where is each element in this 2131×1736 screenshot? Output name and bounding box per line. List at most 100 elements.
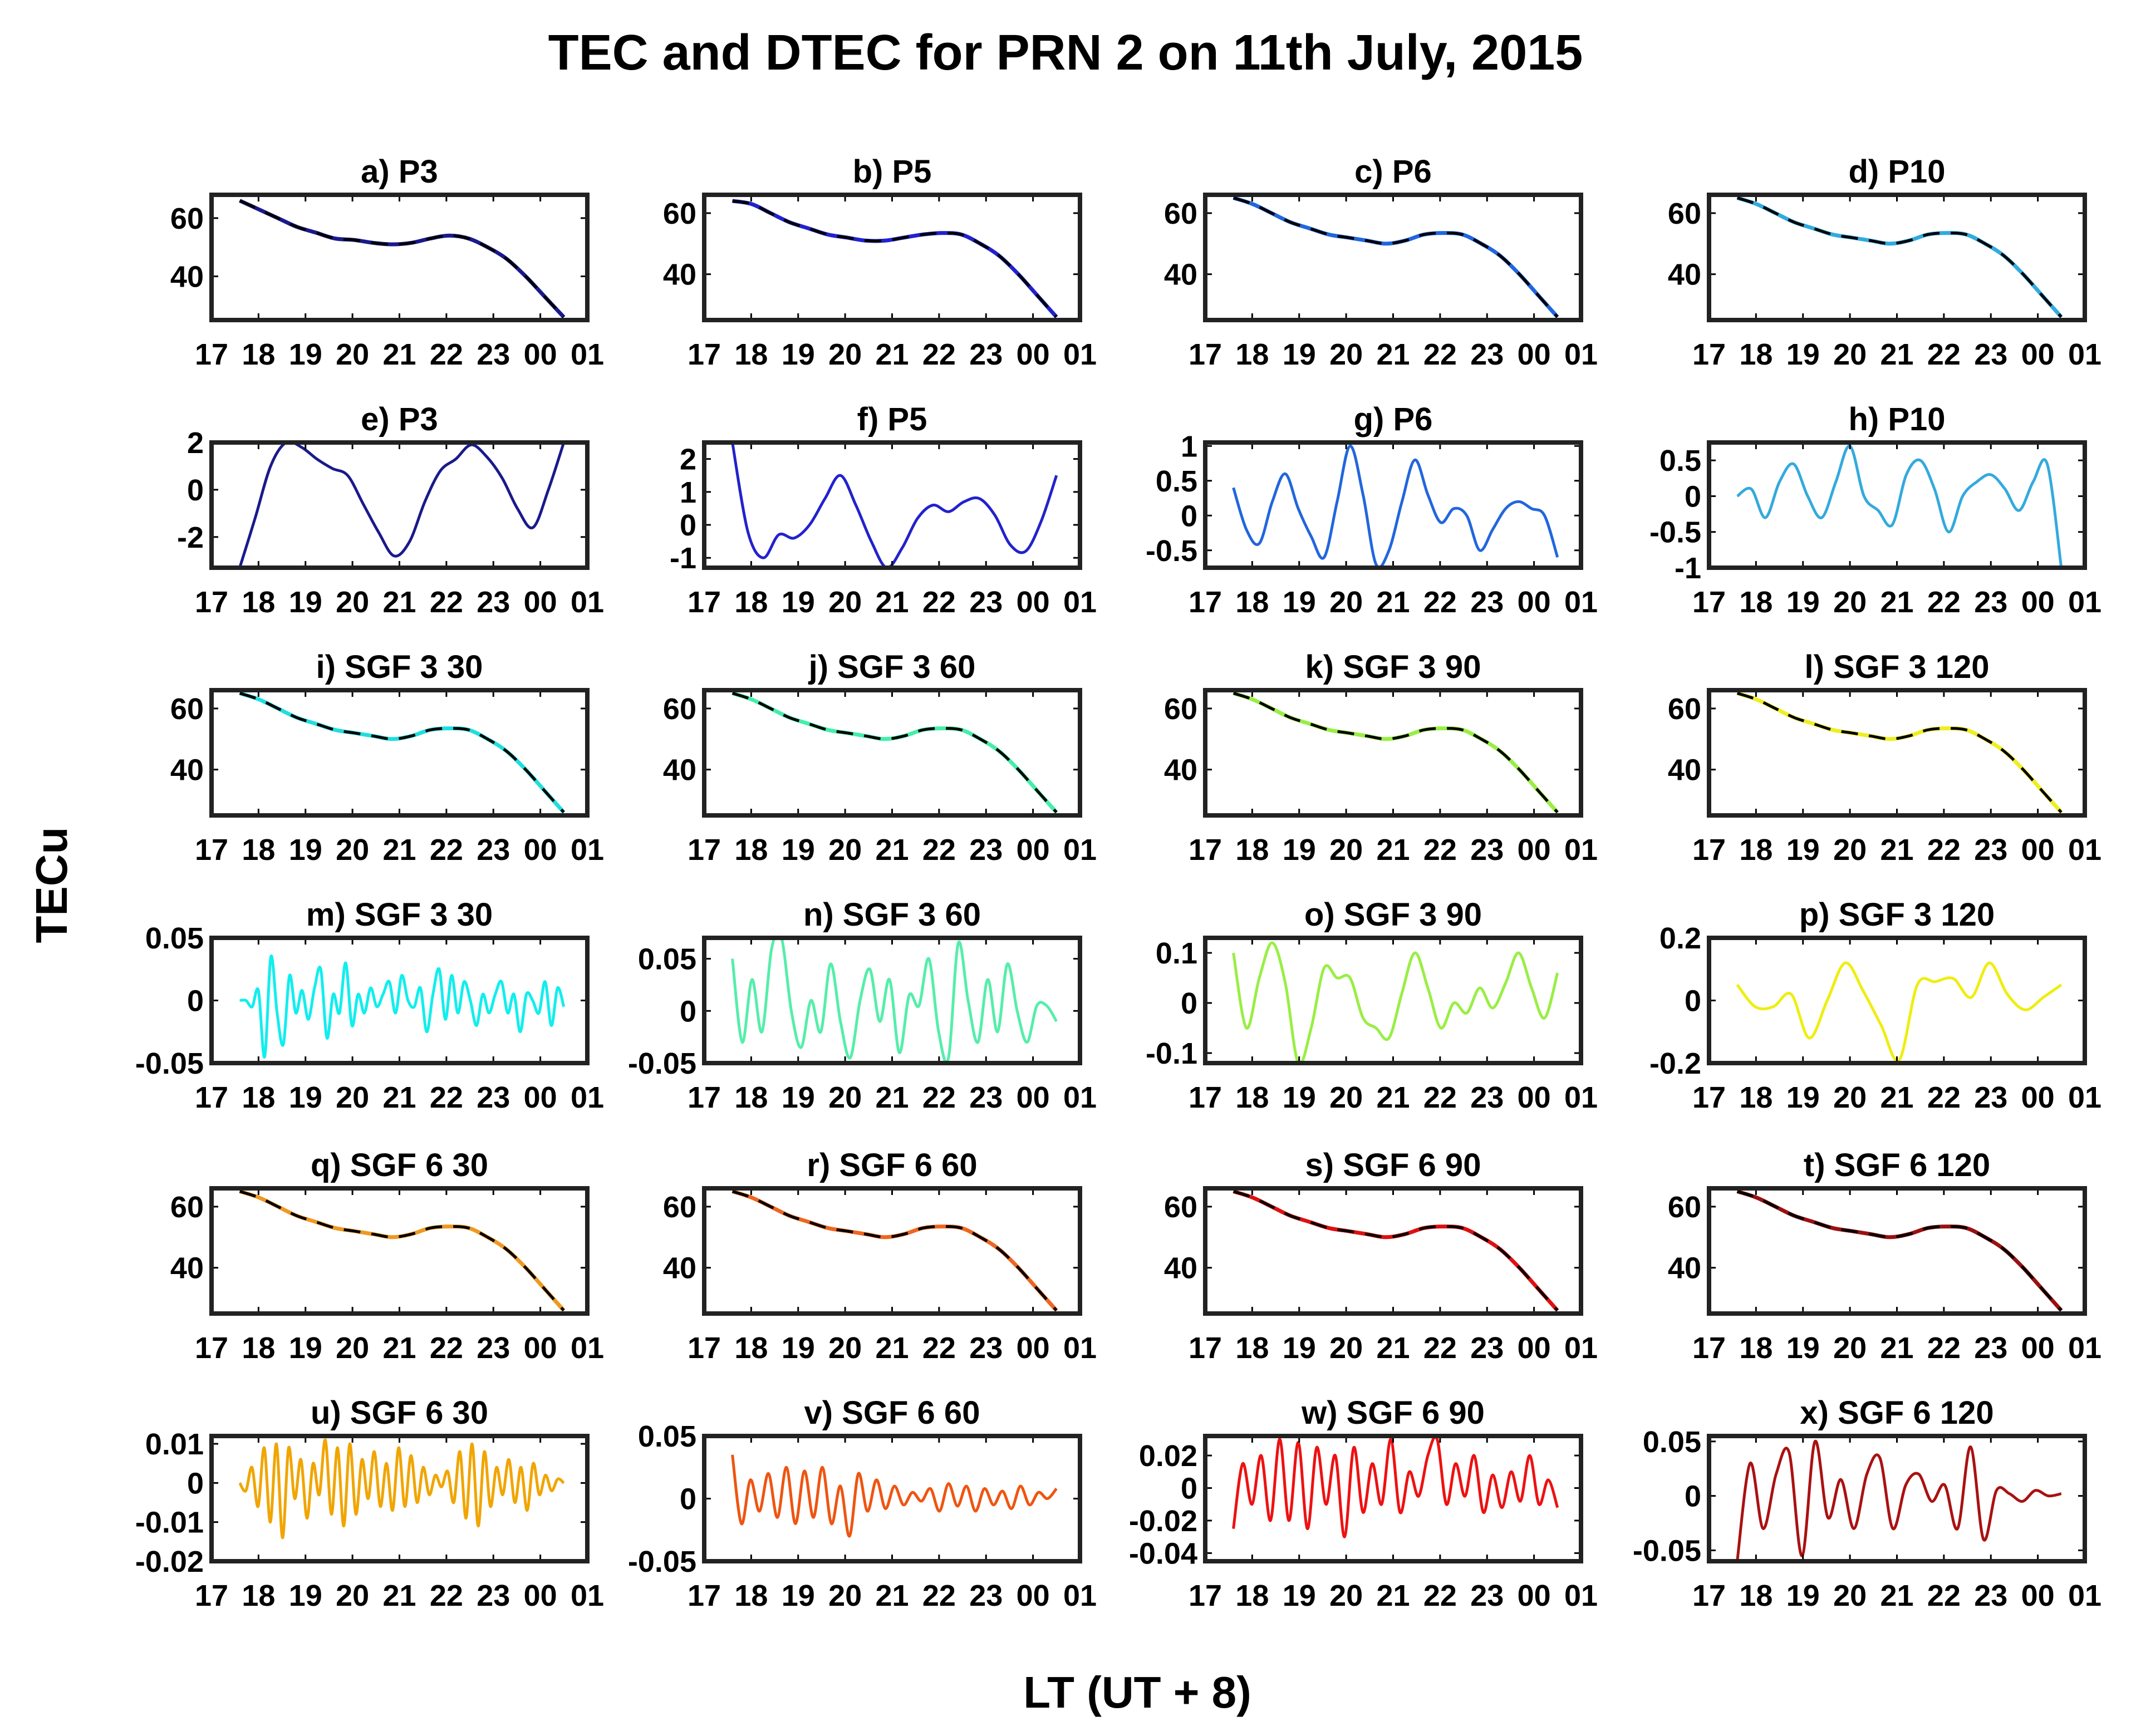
subplot-h-x-tick-label: 21 [1880, 586, 1913, 619]
subplot-d-x-tick-label: 20 [1833, 338, 1867, 371]
subplot-k-x-tick-label: 00 [1518, 833, 1551, 867]
subplot-e-x-tick-label: 23 [477, 586, 510, 619]
subplot-h-y-tick-label: -1 [1675, 552, 1701, 585]
subplot-w-y-tick-label: 0.02 [1139, 1439, 1197, 1473]
subplot-n-x-tick-label: 17 [688, 1081, 721, 1114]
subplot-g-x-tick-label: 21 [1376, 586, 1410, 619]
subplot-a-x-tick-label: 23 [477, 338, 510, 371]
subplot-s-x-tick-label: 19 [1283, 1331, 1316, 1365]
subplot-b-y-tick-label: 60 [663, 197, 696, 230]
subplot-f-y-tick-label: -1 [670, 542, 696, 575]
subplot-i-x-tick-label: 18 [242, 833, 275, 867]
subplot-q-axes-box [209, 1186, 590, 1316]
subplot-q: q) SGF 6 30 40 60 17 18 19 20 21 22 23 00 01 [170, 1147, 604, 1365]
subplot-v-y-tick-label: -0.05 [628, 1545, 696, 1578]
subplot-s-x-tick-label: 00 [1518, 1331, 1551, 1365]
subplot-o-x-tick-label: 19 [1283, 1081, 1316, 1114]
subplot-a-y-tick-label: 40 [170, 260, 204, 294]
subplot-o-y-tick-label: 0 [1181, 987, 1197, 1020]
subplot-j-title: j) SGF 3 60 [808, 649, 976, 685]
subplot-p-y-tick-label: -0.2 [1649, 1047, 1701, 1080]
subplot-g-x-tick-label: 22 [1423, 586, 1457, 619]
subplot-h-axes-box [1707, 440, 2087, 570]
subplot-j-x-tick-label: 18 [734, 833, 768, 867]
subplot-a-x-tick-label: 01 [571, 338, 604, 371]
subplot-l-x-tick-label: 19 [1786, 833, 1820, 867]
subplot-l-x-tick-label: 18 [1739, 833, 1772, 867]
subplot-t-axes-box [1707, 1186, 2087, 1316]
subplot-m-x-tick-label: 00 [524, 1081, 557, 1114]
subplot-v-x-tick-label: 21 [875, 1579, 909, 1612]
subplot-x-x-tick-label: 17 [1692, 1579, 1726, 1612]
subplot-c-x-tick-label: 23 [1470, 338, 1504, 371]
subplot-m-y-tick-label: 0 [187, 985, 204, 1018]
subplot-l-x-tick-label: 00 [2021, 833, 2055, 867]
subplot-f-y-tick-label: 0 [680, 509, 696, 542]
subplot-v-series-line [731, 1454, 1058, 1538]
subplot-q-x-tick-label: 19 [289, 1331, 322, 1365]
subplot-w-x-tick-label: 18 [1235, 1579, 1269, 1612]
subplot-f-x-tick-label: 22 [922, 586, 956, 619]
subplot-v-title: v) SGF 6 60 [804, 1395, 980, 1431]
subplot-q-x-tick-label: 17 [195, 1331, 228, 1365]
subplot-u-x-tick-label: 17 [195, 1579, 228, 1612]
subplot-d-title: d) P10 [1848, 154, 1945, 190]
subplot-n-title: n) SGF 3 60 [803, 897, 981, 933]
subplot-w-series-line [1232, 1436, 1559, 1538]
subplot-c-x-tick-label: 17 [1189, 338, 1222, 371]
subplot-l: l) SGF 3 120 40 60 17 18 19 20 21 22 23 00 01 [1668, 649, 2101, 867]
subplot-u-x-tick-label: 22 [430, 1579, 463, 1612]
subplot-a-x-tick-label: 22 [430, 338, 463, 371]
subplot-p-x-tick-label: 01 [2068, 1081, 2101, 1114]
subplot-s-reference-dashed-line [1233, 1190, 1559, 1312]
subplot-x-series-line [1736, 1440, 2062, 1561]
subplot-d-x-tick-label: 19 [1786, 338, 1820, 371]
subplot-g-x-tick-label: 01 [1564, 586, 1598, 619]
subplot-c-y-tick-label: 60 [1164, 197, 1197, 230]
figure-x-axis-label: LT (UT + 8) [1023, 1668, 1251, 1717]
subplot-k-series-line [1233, 691, 1559, 814]
subplot-e-y-tick-label: 0 [187, 474, 204, 507]
subplot-x: x) SGF 6 120 -0.05 0 0.05 17 18 19 20 21 22 23 00 01 [1633, 1395, 2101, 1612]
subplot-g-axes-box [1203, 440, 1583, 570]
subplot-v-x-tick-label: 00 [1017, 1579, 1050, 1612]
subplot-k-reference-dashed-line [1233, 692, 1559, 814]
subplot-x-y-tick-label: 0 [1685, 1480, 1701, 1513]
subplot-x-x-tick-label: 19 [1786, 1579, 1820, 1612]
subplot-u-x-tick-label: 19 [289, 1579, 322, 1612]
subplot-s-x-tick-label: 18 [1235, 1331, 1269, 1365]
subplot-r-x-tick-label: 19 [782, 1331, 815, 1365]
subplot-t-x-tick-label: 18 [1739, 1331, 1772, 1365]
subplot-w-y-tick-label: 0 [1181, 1472, 1197, 1506]
subplot-x-x-tick-label: 01 [2068, 1579, 2101, 1612]
subplot-g: g) P6 -0.500.51 17 18 19 20 21 22 23 00 01 [1146, 401, 1598, 619]
subplot-e-x-tick-label: 20 [336, 586, 369, 619]
subplot-k-axes-box [1203, 688, 1583, 818]
subplot-e-x-tick-label: 22 [430, 586, 463, 619]
subplot-l-x-tick-label: 22 [1927, 833, 1961, 867]
subplot-o-x-tick-label: 18 [1235, 1081, 1269, 1114]
subplot-p-title: p) SGF 3 120 [1799, 897, 1995, 933]
subplot-c-x-tick-label: 22 [1423, 338, 1457, 371]
subplot-h-y-tick-label: 0.5 [1659, 444, 1701, 478]
subplot-x-title: x) SGF 6 120 [1800, 1395, 1993, 1431]
subplot-b-x-tick-label: 21 [875, 338, 909, 371]
subplot-t-y-tick-label: 40 [1668, 1252, 1701, 1285]
subplot-u-x-tick-label: 23 [477, 1579, 510, 1612]
subplot-c: c) P6 40 60 17 18 19 20 21 22 23 00 01 [1164, 154, 1598, 371]
subplot-b-axes-box [702, 193, 1082, 322]
subplot-i-axes-box [209, 688, 590, 818]
subplot-u: u) SGF 6 30 -0.02 -0.01 0 0.01 17 18 19 20 21 22 23… [135, 1395, 604, 1612]
subplot-q-x-tick-label: 20 [336, 1331, 369, 1365]
subplot-c-x-tick-label: 01 [1564, 338, 1598, 371]
subplot-o-y-tick-label: -0.1 [1146, 1037, 1197, 1070]
subplot-i-reference-dashed-line [239, 692, 565, 814]
subplot-c-x-tick-label: 00 [1518, 338, 1551, 371]
subplot-b-x-tick-label: 19 [782, 338, 815, 371]
subplot-k-y-tick-label: 60 [1164, 692, 1197, 726]
subplot-r-x-tick-label: 21 [875, 1331, 909, 1365]
subplot-t-x-tick-label: 00 [2021, 1331, 2055, 1365]
subplot-b-x-tick-label: 22 [922, 338, 956, 371]
subplot-r-y-tick-label: 60 [663, 1191, 696, 1224]
